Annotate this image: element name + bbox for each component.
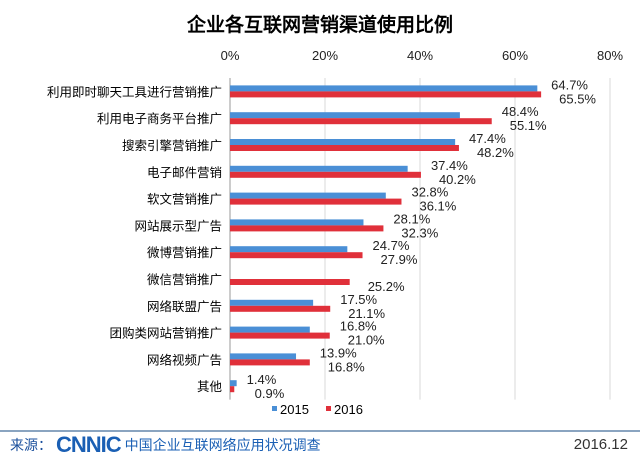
x-tick-label: 60% xyxy=(502,48,528,63)
bar-2016 xyxy=(230,305,331,312)
legend-swatch-2016 xyxy=(326,406,331,411)
data-label-2015: 47.4% xyxy=(469,131,506,146)
source-label: 来源： xyxy=(10,438,52,454)
category-label: 利用即时聊天工具进行营销推广 xyxy=(47,84,222,99)
bar-2015 xyxy=(230,299,314,306)
data-label-2016: 32.3% xyxy=(401,225,438,240)
report-date: 2016.12 xyxy=(573,436,628,453)
bar-2016 xyxy=(230,91,542,98)
source-text: 中国企业互联网络应用状况调查 xyxy=(124,438,321,454)
data-label-2016: 0.9% xyxy=(255,386,285,401)
category-label: 软文营销推广 xyxy=(147,192,222,207)
data-label-2015: 1.4% xyxy=(247,372,277,387)
data-label-2016: 27.9% xyxy=(381,252,418,267)
data-label-2016: 55.1% xyxy=(510,118,547,133)
bar-2015 xyxy=(230,165,408,172)
data-label-2015: 32.8% xyxy=(411,185,448,200)
data-label-2016: 36.1% xyxy=(419,199,456,214)
category-label: 网站展示型广告 xyxy=(134,218,222,233)
bar-2016 xyxy=(230,198,402,205)
legend-swatch-2015 xyxy=(272,406,277,411)
bar-2016 xyxy=(230,386,235,393)
data-label-2016: 40.2% xyxy=(439,172,476,187)
data-label-2015: 17.5% xyxy=(340,292,377,307)
bar-2015 xyxy=(230,246,348,253)
bar-2015 xyxy=(230,85,538,92)
data-label-2016: 16.8% xyxy=(328,359,365,374)
category-label: 微博营销推广 xyxy=(147,245,222,260)
data-label-2016: 21.1% xyxy=(348,306,385,321)
bar-2016 xyxy=(230,252,363,259)
data-label-2015: 24.7% xyxy=(373,238,410,253)
category-label: 微信营销推广 xyxy=(147,272,222,287)
bar-2016 xyxy=(230,279,350,285)
data-label-2016: 65.5% xyxy=(559,91,596,106)
category-label: 网络联盟广告 xyxy=(147,299,222,314)
bar-2016 xyxy=(230,359,310,366)
category-label: 团购类网站营销推广 xyxy=(109,326,222,341)
data-label-2016: 21.0% xyxy=(348,333,385,348)
bar-2016 xyxy=(230,171,421,178)
bar-2016 xyxy=(230,332,330,339)
bar-2016 xyxy=(230,118,492,125)
source: 来源： CNNIC 中国企业互联网络应用状况调查 xyxy=(10,432,321,458)
data-label-2015: 37.4% xyxy=(431,158,468,173)
bar-2015 xyxy=(230,139,456,145)
bar-2015 xyxy=(230,219,364,226)
legend-label-2016: 2016 xyxy=(334,402,363,417)
data-label-2015: 13.9% xyxy=(320,345,357,360)
cnnic-logo: CNNIC xyxy=(56,432,122,457)
data-label-2015: 64.7% xyxy=(551,77,588,92)
data-label-2015: 28.1% xyxy=(393,211,430,226)
category-label: 搜索引擎营销推广 xyxy=(122,138,222,153)
category-label: 网络视频广告 xyxy=(147,352,222,367)
x-tick-label: 80% xyxy=(597,48,623,63)
data-label-2016: 25.2% xyxy=(368,279,405,294)
bar-2015 xyxy=(230,380,237,387)
x-tick-label: 40% xyxy=(407,48,433,63)
category-label: 电子邮件营销 xyxy=(147,165,222,180)
x-tick-label: 0% xyxy=(221,48,240,63)
bar-2015 xyxy=(230,112,460,119)
chart-title: 企业各互联网营销渠道使用比例 xyxy=(186,14,453,36)
footer-divider xyxy=(0,430,640,432)
data-label-2015: 48.4% xyxy=(502,104,539,119)
bar-2015 xyxy=(230,192,386,199)
data-label-2015: 16.8% xyxy=(340,319,377,334)
data-label-2016: 48.2% xyxy=(477,145,514,160)
bar-2015 xyxy=(230,326,310,333)
bar-2016 xyxy=(230,225,384,232)
x-tick-label: 20% xyxy=(312,48,338,63)
category-label: 利用电子商务平台推广 xyxy=(97,111,222,126)
legend-label-2015: 2015 xyxy=(280,402,309,417)
bar-2015 xyxy=(230,353,297,360)
category-label: 其他 xyxy=(197,379,223,394)
bar-2016 xyxy=(230,145,459,151)
